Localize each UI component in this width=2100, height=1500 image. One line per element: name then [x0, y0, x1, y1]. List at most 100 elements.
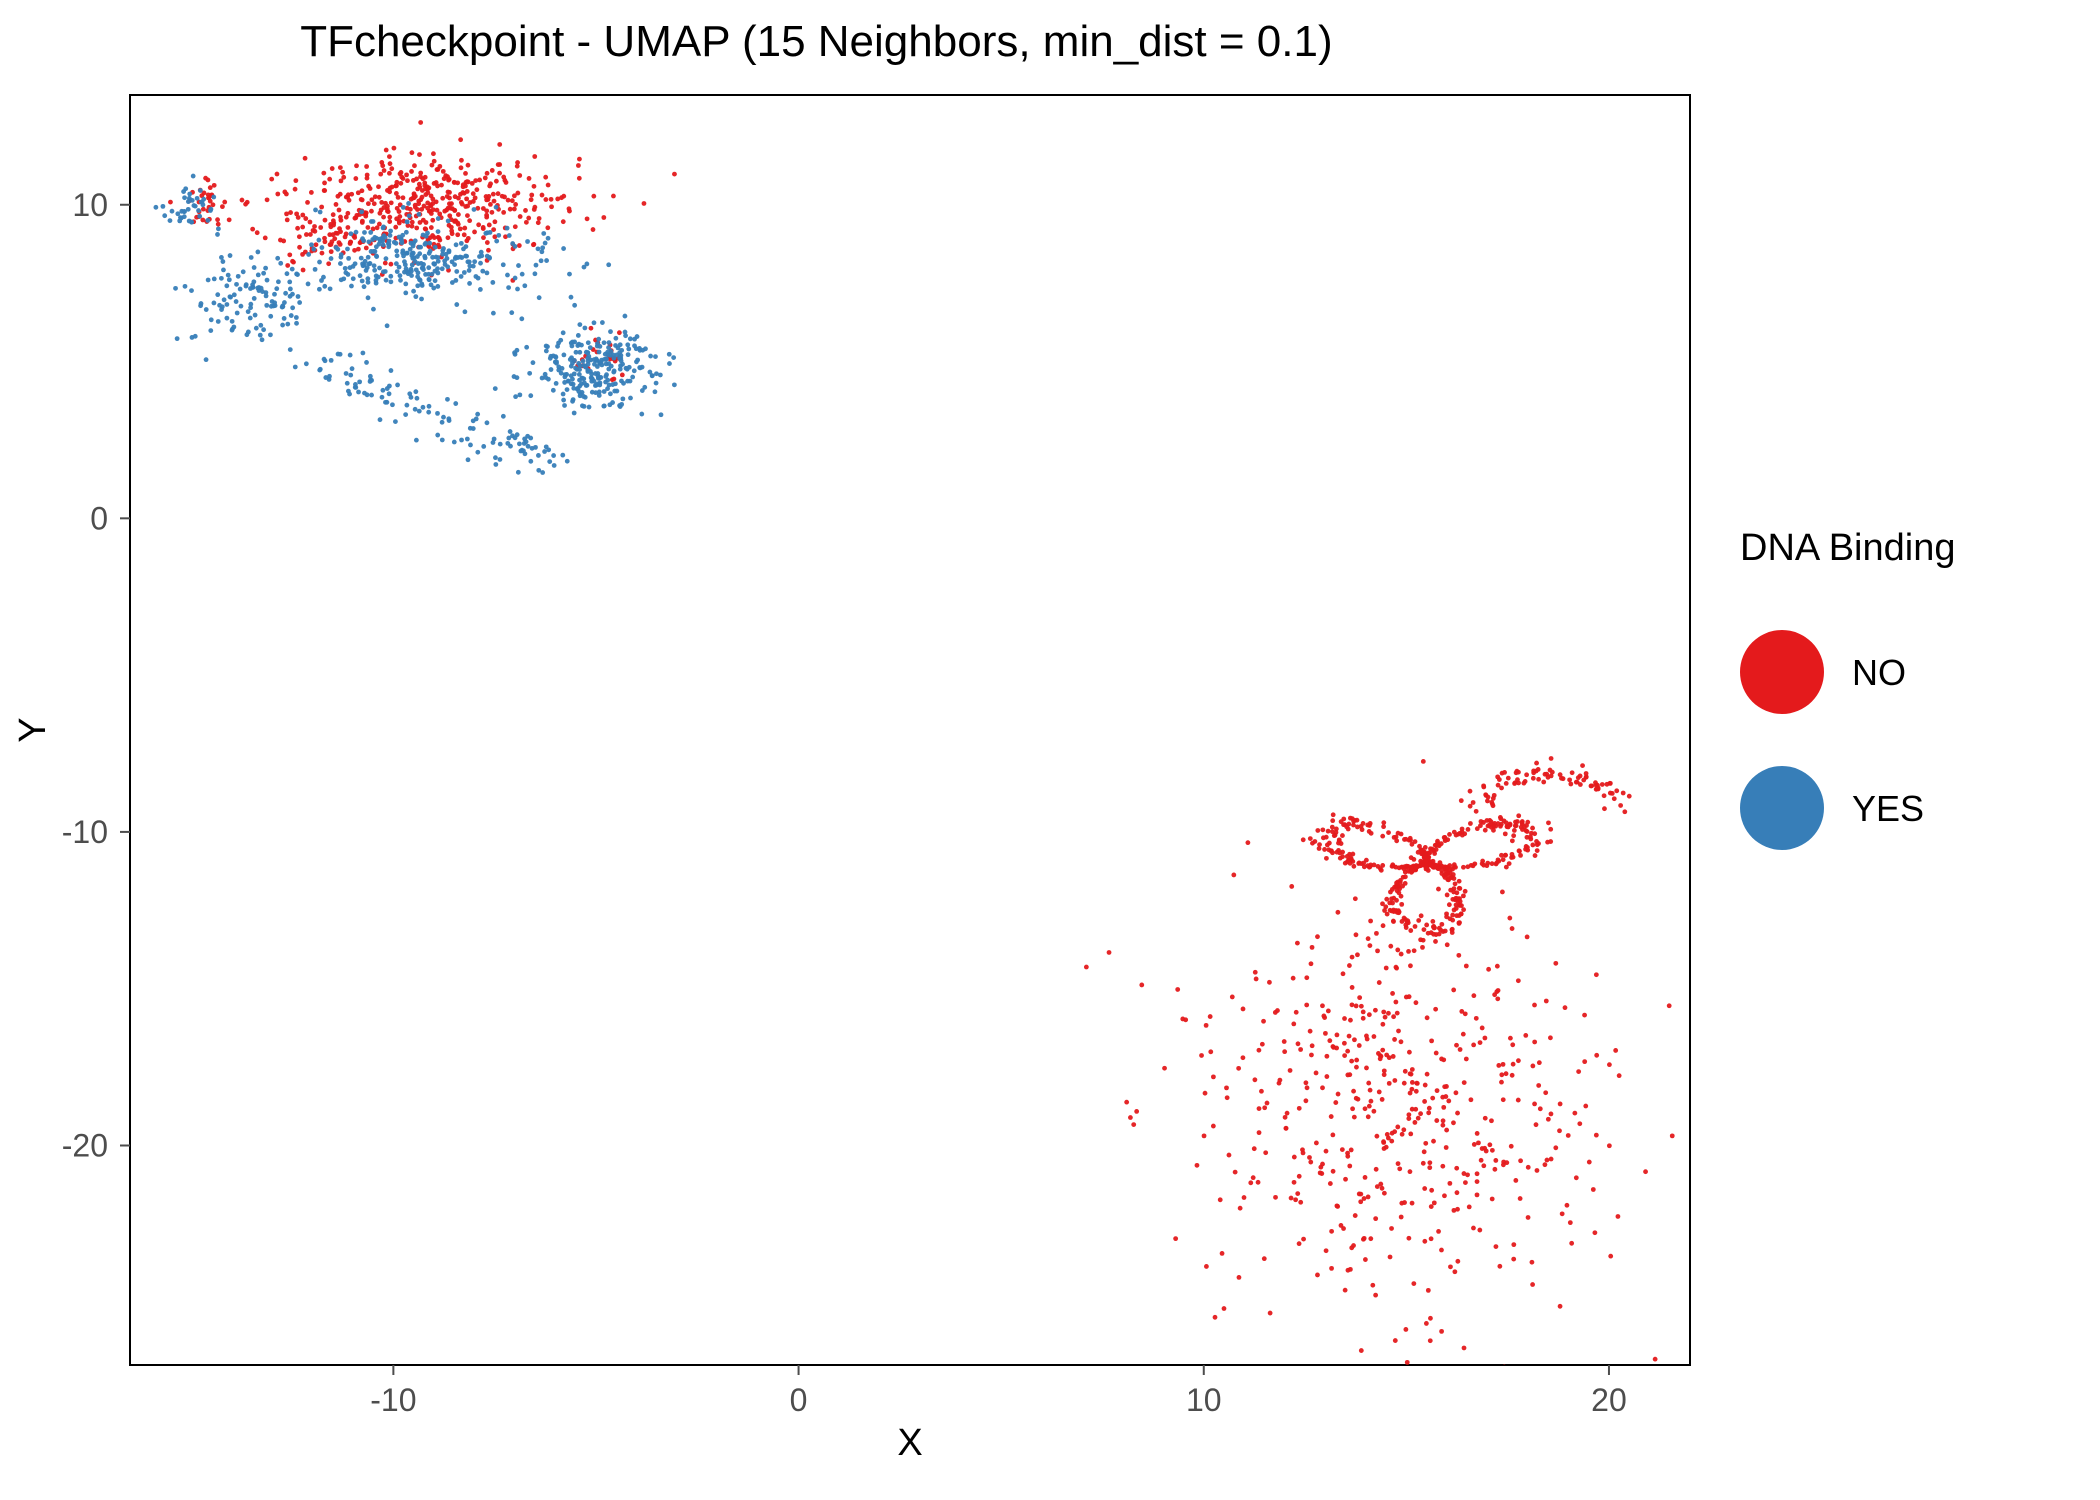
data-point: [659, 412, 664, 417]
data-point: [1434, 1118, 1439, 1123]
data-point: [364, 360, 369, 365]
data-point: [493, 462, 498, 467]
data-point: [625, 342, 630, 347]
data-point: [201, 207, 206, 212]
data-point: [603, 374, 608, 379]
data-point: [608, 353, 613, 358]
data-point: [545, 344, 550, 349]
data-point: [561, 352, 566, 357]
data-point: [1195, 1163, 1200, 1168]
data-point: [255, 230, 260, 235]
data-point: [1459, 912, 1464, 917]
data-point: [1377, 1090, 1382, 1095]
data-point: [1175, 987, 1180, 992]
data-point: [426, 410, 431, 415]
data-point: [1530, 843, 1535, 848]
data-point: [1484, 793, 1489, 798]
data-point: [1511, 1242, 1516, 1247]
data-point: [1531, 776, 1536, 781]
data-point: [1410, 842, 1415, 847]
data-point: [393, 225, 398, 230]
data-point: [1511, 833, 1516, 838]
data-point: [1222, 1306, 1227, 1311]
data-point: [1426, 1288, 1431, 1293]
data-point: [404, 266, 409, 271]
data-point: [1433, 1007, 1438, 1012]
data-point: [1304, 1080, 1309, 1085]
data-point: [351, 276, 356, 281]
data-point: [1548, 768, 1553, 773]
data-point: [366, 239, 371, 244]
data-point: [331, 212, 336, 217]
data-point: [552, 463, 557, 468]
data-point: [1415, 1081, 1420, 1086]
data-point: [596, 337, 601, 342]
data-point: [1468, 789, 1473, 794]
data-point: [272, 292, 277, 297]
data-point: [1291, 976, 1296, 981]
data-point: [572, 303, 577, 308]
data-point: [1429, 1038, 1434, 1043]
data-point: [1525, 848, 1530, 853]
data-point: [1361, 821, 1366, 826]
data-point: [1367, 943, 1372, 948]
data-point: [425, 187, 430, 192]
data-point: [388, 274, 393, 279]
data-point: [1355, 818, 1360, 823]
data-point: [546, 377, 551, 382]
y-tick-label: 10: [72, 187, 108, 223]
data-point: [1257, 1106, 1262, 1111]
data-point: [369, 378, 374, 383]
data-point: [308, 220, 313, 225]
data-point: [496, 191, 501, 196]
data-point: [359, 256, 364, 261]
data-point: [409, 169, 414, 174]
data-point: [1399, 1215, 1404, 1220]
data-point: [347, 392, 352, 397]
data-point: [394, 261, 399, 266]
data-point: [255, 250, 260, 255]
data-point: [1381, 824, 1386, 829]
data-point: [1309, 1053, 1314, 1058]
data-point: [1333, 833, 1338, 838]
data-point: [1339, 1223, 1344, 1228]
data-point: [1352, 1115, 1357, 1120]
data-point: [551, 388, 556, 393]
data-point: [1390, 864, 1395, 869]
data-point: [250, 227, 255, 232]
data-point: [1357, 1192, 1362, 1197]
data-point: [560, 453, 565, 458]
data-point: [537, 216, 542, 221]
data-point: [487, 255, 492, 260]
data-point: [1553, 961, 1558, 966]
data-point: [617, 330, 622, 335]
data-point: [474, 187, 479, 192]
data-point: [446, 219, 451, 224]
data-point: [643, 346, 648, 351]
legend-title: DNA Binding: [1740, 527, 1955, 569]
data-point: [1366, 1195, 1371, 1200]
data-point: [1535, 848, 1540, 853]
data-point: [1301, 1237, 1306, 1242]
data-point: [1490, 1197, 1495, 1202]
data-point: [1282, 1039, 1287, 1044]
data-point: [1346, 827, 1351, 832]
data-point: [597, 393, 602, 398]
data-point: [1504, 1071, 1509, 1076]
data-point: [392, 146, 397, 151]
data-point: [488, 230, 493, 235]
data-point: [1474, 809, 1479, 814]
data-point: [1426, 1110, 1431, 1115]
data-point: [533, 271, 538, 276]
data-point: [1318, 1165, 1323, 1170]
data-point: [1259, 1089, 1264, 1094]
data-point: [222, 200, 227, 205]
data-point: [1602, 806, 1607, 811]
data-point: [1516, 1098, 1521, 1103]
data-point: [423, 242, 428, 247]
data-point: [1530, 826, 1535, 831]
data-point: [623, 333, 628, 338]
data-point: [394, 241, 399, 246]
data-point: [467, 268, 472, 273]
data-point: [1320, 1085, 1325, 1090]
